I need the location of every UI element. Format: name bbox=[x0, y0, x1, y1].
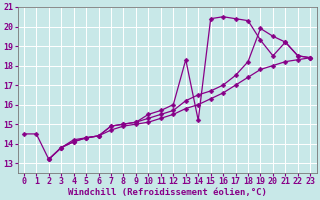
X-axis label: Windchill (Refroidissement éolien,°C): Windchill (Refroidissement éolien,°C) bbox=[68, 188, 267, 197]
